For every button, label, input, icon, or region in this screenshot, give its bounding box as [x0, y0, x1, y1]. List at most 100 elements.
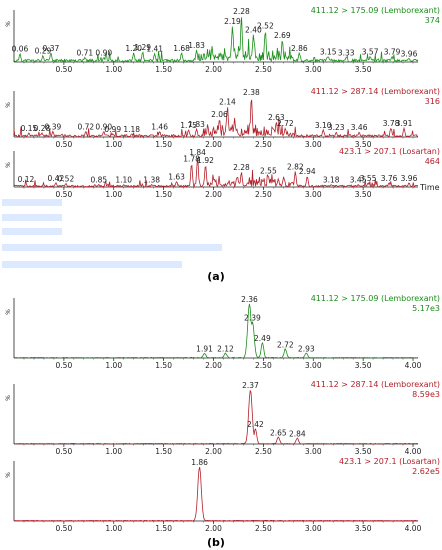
- transition-label: 423.1 > 207.1 (Losartan): [339, 147, 440, 156]
- peak-label: 2.40: [245, 25, 262, 34]
- peak-label: 0.42: [48, 174, 65, 183]
- trace-2: % 0.50 1.00 1.50 2.00 2.50 3.00 3.50 0.150.280.3…: [5, 87, 440, 149]
- x-tick-label: 1.50: [155, 524, 172, 533]
- peak-label: 3.76: [381, 174, 398, 183]
- x-tick-label: 3.00: [305, 361, 322, 370]
- x-tick-label: 2.50: [255, 190, 272, 199]
- peak-label: 1.92: [197, 156, 214, 165]
- peak-label: 2.38: [243, 88, 260, 97]
- peak-label: 1.91: [196, 345, 213, 354]
- x-tick-label: 4.00: [405, 447, 422, 456]
- peak-label: 1.75: [180, 121, 197, 130]
- chromatogram-line: [13, 466, 419, 522]
- peak-label: 2.28: [233, 163, 250, 172]
- trace-1: % 0.50 1.00 1.50 2.00 2.50 3.00 3.50 0.06 0.290.3…: [5, 6, 440, 74]
- x-tick-label: 1.00: [105, 447, 122, 456]
- x-tick-label: 3.00: [305, 140, 322, 149]
- peak-label: 0.52: [58, 174, 75, 183]
- peak-label: 3.96: [401, 174, 418, 183]
- peak-label: 0.06: [12, 45, 29, 54]
- chromatogram-line: [13, 17, 419, 64]
- peak-label: 2.69: [274, 31, 291, 40]
- x-tick-label: 3.50: [355, 361, 372, 370]
- peak-label: 2.84: [289, 430, 306, 439]
- trace-6: % 0.50 1.00 1.50 2.00 2.50 3.00 3.50 4.00 1.86 423…: [5, 457, 440, 533]
- peak-label: 1.86: [191, 458, 208, 467]
- chromatogram-line: [13, 99, 419, 139]
- y-axis-label: %: [5, 395, 12, 401]
- peak-label: 3.78: [383, 119, 400, 128]
- chromatogram-line: [13, 157, 419, 189]
- x-tick-label: 2.50: [255, 140, 272, 149]
- peak-label: 0.37: [43, 44, 60, 53]
- peak-label: 2.28: [233, 7, 250, 16]
- peak-label: 3.10: [315, 121, 332, 130]
- panel-a: %0.50 1.00 1.50 2.00 2.50 3.00 3.500.06 0.290.3…: [5, 6, 440, 199]
- x-tick-label: 2.00: [205, 361, 222, 370]
- trace-3: % 0.50 1.00 1.50 2.00 2.50 3.00 3.50 Time 0.12 0.4…: [5, 147, 440, 199]
- peak-label: 2.72: [277, 119, 294, 128]
- x-tick-label: 2.50: [255, 361, 272, 370]
- x-tick-label: 0.50: [56, 190, 73, 199]
- peak-label: 1.46: [151, 122, 168, 131]
- peak-label: 1.78: [183, 155, 200, 164]
- peak-label: 0.28: [34, 124, 51, 133]
- x-tick-label: 0.50: [56, 65, 73, 74]
- x-tick-label: 3.50: [355, 447, 372, 456]
- panel-a-label: (a): [207, 270, 224, 283]
- x-tick-label: 1.00: [105, 524, 122, 533]
- intensity-label: 316: [425, 97, 440, 106]
- artifact-row: [2, 199, 62, 206]
- peak-label: 0.85: [90, 176, 107, 185]
- peak-label: 2.63: [268, 113, 285, 122]
- peak-label: 0.72: [77, 122, 94, 131]
- y-axis-label: %: [5, 162, 12, 168]
- y-axis-label: %: [5, 102, 12, 108]
- peak-label: 2.49: [254, 334, 271, 343]
- peak-label: 2.93: [298, 345, 315, 354]
- intensity-label: 464: [425, 157, 440, 166]
- x-tick-label: 0.50: [56, 361, 73, 370]
- x-tick-label: 2.00: [205, 447, 222, 456]
- peak-label: 2.55: [260, 167, 277, 176]
- x-tick-label: 1.50: [155, 447, 172, 456]
- x-tick-label: 2.50: [255, 65, 272, 74]
- x-tick-label: 3.00: [305, 65, 322, 74]
- peak-label: 3.79: [384, 47, 401, 56]
- peak-label: 1.10: [115, 176, 132, 185]
- y-axis-label: %: [5, 309, 12, 315]
- peak-label: 3.46: [351, 123, 368, 132]
- peak-label: 2.94: [299, 167, 316, 176]
- peak-label: 2.65: [270, 429, 287, 438]
- x-tick-label: 0.50: [56, 524, 73, 533]
- peak-label: 2.36: [241, 295, 258, 304]
- peak-label: 1.41: [146, 45, 163, 54]
- peak-label: 1.68: [173, 44, 190, 53]
- peak-label: 0.12: [18, 175, 35, 184]
- x-tick-label: 1.50: [155, 361, 172, 370]
- peak-label: 2.19: [224, 17, 241, 26]
- panel-b-label: (b): [207, 536, 225, 549]
- transition-label: 411.12 > 175.09 (Lemborexant): [311, 6, 440, 15]
- intensity-label: 374: [425, 16, 440, 25]
- peak-label: 2.82: [287, 162, 304, 171]
- peak-label: 2.06: [211, 110, 228, 119]
- transition-label: 411.12 > 287.14 (Lemborexant): [311, 87, 440, 96]
- x-tick-label: 3.50: [355, 140, 372, 149]
- peak-label: 3.91: [396, 119, 413, 128]
- y-axis-label: %: [5, 472, 12, 478]
- y-axis-label: %: [5, 21, 12, 27]
- x-tick-label: 2.50: [255, 447, 272, 456]
- peak-label: 3.15: [320, 47, 337, 56]
- peak-label: 1.38: [143, 176, 160, 185]
- x-tick-label: 2.50: [255, 524, 272, 533]
- intensity-label: 8.59e3: [412, 390, 440, 399]
- peak-label: 3.57: [362, 47, 379, 56]
- peak-label: 1.63: [168, 173, 185, 182]
- peak-label: 1.84: [189, 148, 206, 157]
- transition-label: 411.12 > 175.09 (Lemborexant): [311, 294, 440, 303]
- artifact-row: [2, 261, 182, 268]
- peak-label: 3.55: [360, 174, 377, 183]
- peak-label: 1.83: [188, 120, 205, 129]
